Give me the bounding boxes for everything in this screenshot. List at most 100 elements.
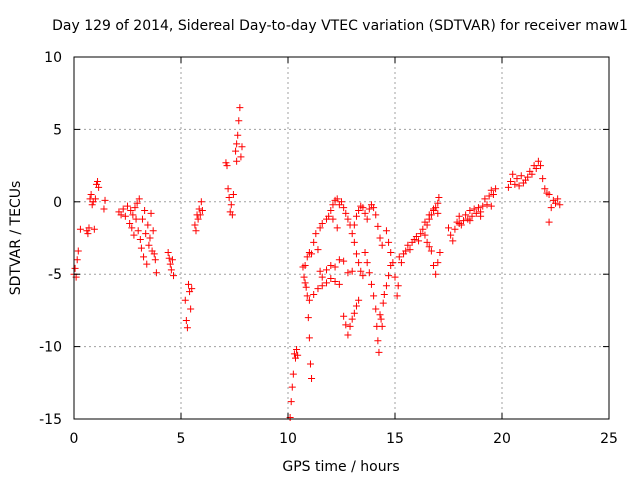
data-point [487,186,495,194]
data-point [445,224,452,232]
data-point [378,322,386,330]
data-point [545,218,553,226]
data-point [142,230,150,238]
data-point [314,246,322,254]
data-point [182,317,190,325]
data-point [472,209,480,217]
data-point [545,191,553,199]
data-point [76,225,84,233]
data-point [140,253,148,261]
data-point [346,322,354,330]
grid [74,57,609,419]
data-point [421,231,429,239]
data-point [88,201,96,209]
data-point [394,282,402,290]
data-point [487,202,495,210]
data-point [378,241,386,249]
data-point [194,215,202,223]
data-point [361,209,369,217]
data-point [415,237,423,245]
y-tick-label: -15 [39,412,62,428]
data-point [329,215,337,223]
data-point [481,195,489,203]
data-point [355,296,363,304]
data-point [117,211,125,219]
data-point [131,204,139,212]
y-tick-label: -5 [48,267,62,283]
data-point [391,273,399,281]
data-point [528,170,536,178]
data-point [348,267,356,275]
data-point [90,225,98,233]
data-point [430,262,438,270]
data-point [84,230,92,238]
data-point [329,201,337,209]
data-point [181,296,189,304]
data-point [421,218,429,226]
data-point [419,225,427,233]
data-point [170,272,178,280]
data-point [144,221,152,229]
data-point [305,296,313,304]
data-point [303,292,311,300]
data-point [376,234,384,242]
data-point [101,196,109,204]
data-point [532,164,540,172]
data-point [294,351,302,359]
data-point [365,269,373,277]
data-point [141,206,149,214]
data-point [325,212,333,220]
data-point [348,230,356,238]
x-tick-label: 10 [279,431,297,447]
data-point [197,198,205,206]
data-point [430,205,438,213]
data-point [376,311,384,319]
data-point [340,312,348,320]
data-point [287,398,295,406]
data-point [289,370,297,378]
data-point [238,143,246,151]
data-point [166,260,174,268]
data-point [318,220,326,228]
data-point [406,246,414,254]
data-point [195,205,203,213]
data-point [423,238,431,246]
data-point [327,262,335,270]
data-point [554,195,562,203]
data-point [427,247,435,255]
y-tick-label: -10 [39,340,62,356]
data-point [432,270,440,278]
data-point [342,321,350,329]
data-point [87,191,95,199]
data-point [323,279,331,287]
data-point [327,206,335,214]
data-point [145,241,153,249]
data-point [434,259,442,267]
data-point [127,206,135,214]
data-point [466,206,474,214]
data-point [509,170,517,178]
data-point [537,162,545,170]
data-point [191,221,199,229]
data-point [234,131,242,139]
data-point [385,238,393,246]
data-point [335,280,343,288]
data-point [485,192,493,200]
data-point [237,153,245,161]
data-point [434,209,442,217]
data-point [547,204,555,212]
data-point [350,309,358,317]
data-point [129,211,137,219]
data-point [310,238,318,246]
x-tick-label: 0 [70,431,79,447]
data-point [380,290,388,298]
data-point [126,220,134,228]
data-point [513,175,521,183]
data-point [344,331,352,339]
data-point [517,172,525,180]
data-point [306,360,314,368]
data-point [335,256,343,264]
data-point [312,230,320,238]
data-point [342,209,350,217]
